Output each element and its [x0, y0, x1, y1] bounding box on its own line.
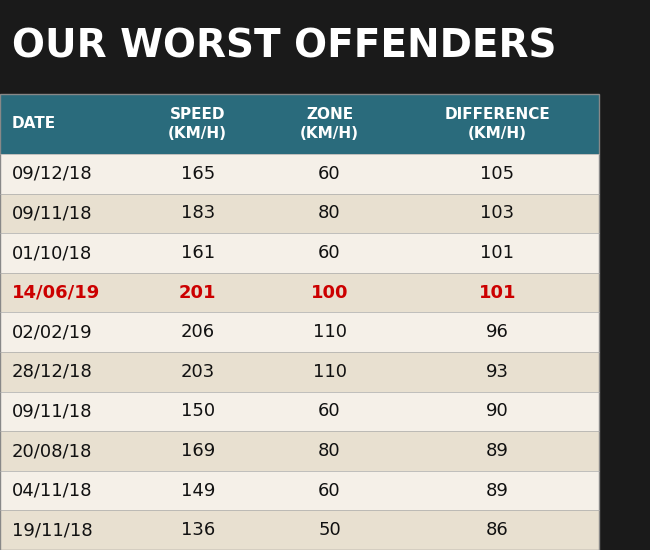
Text: 96: 96 — [486, 323, 509, 341]
Text: 183: 183 — [181, 205, 215, 222]
Text: OUR WORST OFFENDERS: OUR WORST OFFENDERS — [12, 28, 556, 66]
Text: 60: 60 — [318, 165, 341, 183]
Text: 201: 201 — [179, 284, 216, 301]
Text: 04/11/18: 04/11/18 — [12, 482, 92, 499]
Text: ZONE
(KM/H): ZONE (KM/H) — [300, 107, 359, 141]
FancyBboxPatch shape — [0, 510, 599, 550]
Text: 60: 60 — [318, 403, 341, 420]
FancyBboxPatch shape — [0, 352, 599, 392]
FancyBboxPatch shape — [0, 431, 599, 471]
Text: 09/11/18: 09/11/18 — [12, 205, 92, 222]
Text: 90: 90 — [486, 403, 509, 420]
Text: 206: 206 — [181, 323, 214, 341]
FancyBboxPatch shape — [0, 273, 599, 312]
Text: 60: 60 — [318, 244, 341, 262]
FancyBboxPatch shape — [0, 0, 599, 94]
Text: 02/02/19: 02/02/19 — [12, 323, 92, 341]
Text: 86: 86 — [486, 521, 509, 539]
Text: 101: 101 — [480, 244, 514, 262]
FancyBboxPatch shape — [0, 194, 599, 233]
Text: 80: 80 — [318, 442, 341, 460]
Text: 93: 93 — [486, 363, 509, 381]
FancyBboxPatch shape — [0, 392, 599, 431]
Text: 20/08/18: 20/08/18 — [12, 442, 92, 460]
Text: 19/11/18: 19/11/18 — [12, 521, 92, 539]
Text: 150: 150 — [181, 403, 214, 420]
Text: 60: 60 — [318, 482, 341, 499]
Text: 136: 136 — [181, 521, 215, 539]
FancyBboxPatch shape — [0, 94, 599, 154]
Text: 149: 149 — [181, 482, 215, 499]
Text: 169: 169 — [181, 442, 215, 460]
Text: 50: 50 — [318, 521, 341, 539]
Text: 110: 110 — [313, 363, 346, 381]
FancyBboxPatch shape — [0, 233, 599, 273]
Text: 89: 89 — [486, 482, 509, 499]
Text: 01/10/18: 01/10/18 — [12, 244, 92, 262]
FancyBboxPatch shape — [0, 471, 599, 510]
Text: 09/12/18: 09/12/18 — [12, 165, 92, 183]
Text: 165: 165 — [181, 165, 215, 183]
Text: 89: 89 — [486, 442, 509, 460]
Text: 80: 80 — [318, 205, 341, 222]
Text: DIFFERENCE
(KM/H): DIFFERENCE (KM/H) — [445, 107, 550, 141]
Text: 09/11/18: 09/11/18 — [12, 403, 92, 420]
Text: 103: 103 — [480, 205, 514, 222]
Text: SPEED
(KM/H): SPEED (KM/H) — [168, 107, 227, 141]
Text: 203: 203 — [181, 363, 215, 381]
Text: 161: 161 — [181, 244, 214, 262]
Text: 105: 105 — [480, 165, 514, 183]
FancyBboxPatch shape — [0, 312, 599, 352]
Text: 101: 101 — [478, 284, 516, 301]
Text: DATE: DATE — [12, 116, 56, 131]
Text: 28/12/18: 28/12/18 — [12, 363, 93, 381]
Text: 110: 110 — [313, 323, 346, 341]
Text: 14/06/19: 14/06/19 — [12, 284, 100, 301]
FancyBboxPatch shape — [0, 154, 599, 194]
Text: 100: 100 — [311, 284, 348, 301]
